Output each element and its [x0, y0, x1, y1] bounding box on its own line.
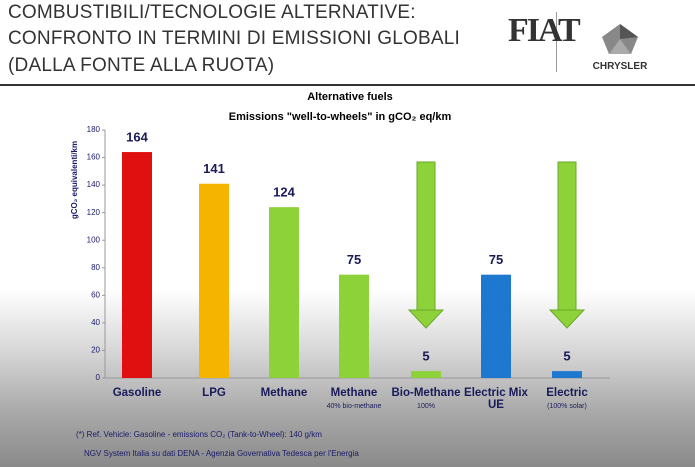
x-tick-label: Gasoline — [112, 387, 162, 399]
y-tick-label: 60 — [91, 290, 100, 299]
x-tick-label: Bio-Methane — [391, 387, 461, 399]
arrow — [548, 161, 586, 329]
bar — [411, 371, 441, 378]
y-tick-label: 100 — [87, 235, 101, 244]
y-tick-label: 40 — [91, 318, 100, 327]
x-tick-label: Electric — [546, 387, 588, 399]
bar — [552, 371, 582, 378]
x-tick-label: Methane — [330, 387, 378, 399]
header-line: COMBUSTIBILI/TECNOLOGIE ALTERNATIVE: — [8, 2, 416, 23]
y-tick-label: 140 — [87, 180, 101, 189]
value-label: 141 — [203, 161, 225, 176]
pentastar — [602, 24, 638, 54]
value-label: 75 — [347, 252, 361, 267]
category-note: (100% solar) — [547, 403, 587, 410]
x-tick-label: LPG — [202, 387, 226, 399]
bar — [339, 274, 369, 378]
footnote: (*) Ref. Vehicle: Gasoline - emissions C… — [76, 430, 322, 439]
y-tick-label: 180 — [87, 125, 101, 134]
y-tick-label: 80 — [91, 263, 100, 272]
y-tick-label: 0 — [96, 373, 101, 382]
bar — [269, 207, 299, 378]
value-label: 5 — [563, 349, 570, 364]
footnote: NGV System Italia su dati DENA - Agenzia… — [84, 449, 359, 458]
bar — [122, 152, 152, 378]
value-label: 5 — [422, 349, 429, 364]
chart-title: Alternative fuels — [307, 91, 393, 103]
bar — [199, 183, 229, 378]
y-tick-label: 160 — [87, 153, 101, 162]
header-line: (DALLA FONTE ALLA RUOTA) — [8, 55, 275, 76]
arrow — [407, 161, 445, 329]
value-label: 75 — [489, 252, 503, 267]
chart-subtitle: Emissions "well-to-wheels" in gCO₂ eq/km — [229, 111, 452, 123]
x-tick-label: Methane — [260, 387, 308, 399]
bar — [481, 274, 511, 378]
y-tick-label: 120 — [87, 208, 101, 217]
chrysler-logo: CHRYSLER — [570, 22, 670, 72]
header-line: CONFRONTO IN TERMINI DI EMISSIONI GLOBAL… — [8, 28, 460, 49]
y-tick-label: 20 — [91, 346, 100, 355]
value-label: 124 — [273, 185, 295, 200]
value-label: 164 — [126, 129, 148, 144]
y-axis-label: gCO₂ equivalenti/km — [70, 141, 79, 219]
x-tick-label: Electric Mix UE — [464, 387, 528, 411]
header-rule — [0, 84, 695, 86]
category-note: 40% bio-methane — [326, 403, 382, 410]
category-note: 100% — [417, 403, 435, 410]
